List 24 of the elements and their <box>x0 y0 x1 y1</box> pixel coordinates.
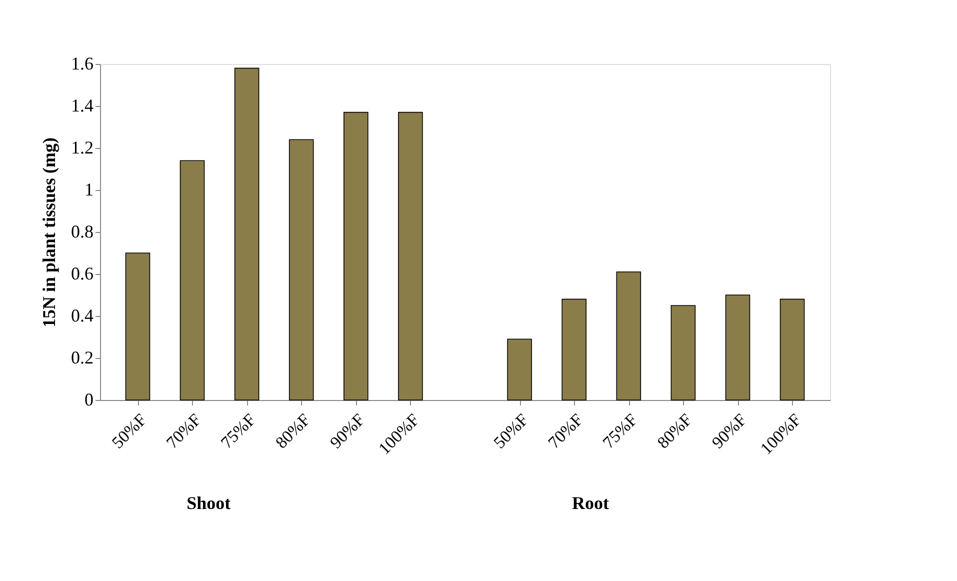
y-tick-label: 1.2 <box>71 138 94 158</box>
bar <box>180 160 205 400</box>
y-tick-label: 0 <box>84 390 94 410</box>
bar <box>616 272 642 400</box>
y-tick-label: 1.6 <box>71 54 94 74</box>
y-tick-label: 0.6 <box>71 264 94 284</box>
bar <box>344 112 368 400</box>
y-tick-label: 0.4 <box>71 306 94 326</box>
bar <box>398 112 423 400</box>
bar <box>725 294 750 400</box>
y-axis-title: 15N in plant tissues (mg) <box>39 137 59 328</box>
bar <box>507 338 532 400</box>
bar <box>670 305 696 400</box>
y-tick-label: 0.8 <box>71 222 94 242</box>
y-tick-label: 0.2 <box>71 348 94 368</box>
bar <box>288 139 314 400</box>
text: Root <box>572 493 609 513</box>
bar <box>562 298 586 400</box>
text: Shoot <box>186 493 231 513</box>
bar <box>234 68 260 400</box>
y-tick-label: 1.4 <box>71 96 94 116</box>
bar <box>125 252 150 400</box>
y-tick-label: 1 <box>84 180 94 200</box>
bar <box>780 298 805 400</box>
